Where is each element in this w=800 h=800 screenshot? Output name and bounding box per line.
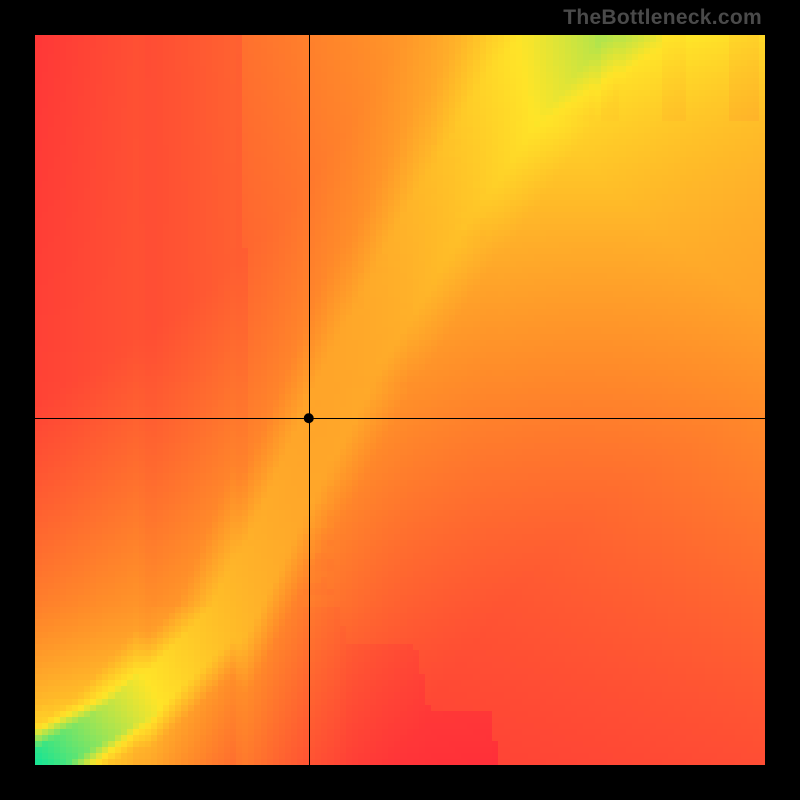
image-root: TheBottleneck.com (0, 0, 800, 800)
watermark-text: TheBottleneck.com (563, 6, 762, 30)
heatmap-plot (35, 35, 765, 765)
